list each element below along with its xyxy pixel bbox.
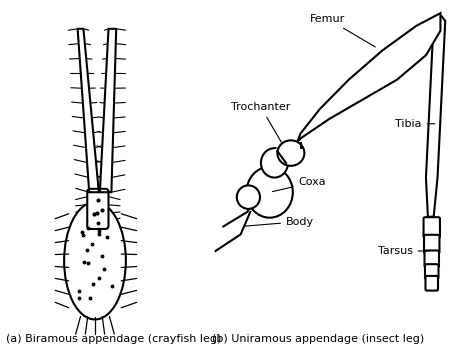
FancyBboxPatch shape [87, 189, 109, 229]
FancyBboxPatch shape [424, 235, 439, 253]
Text: (b) Uniramous appendage (insect leg): (b) Uniramous appendage (insect leg) [212, 334, 424, 344]
Polygon shape [78, 29, 99, 192]
FancyBboxPatch shape [425, 251, 439, 267]
Ellipse shape [261, 148, 288, 178]
Polygon shape [296, 13, 440, 146]
FancyBboxPatch shape [425, 264, 438, 279]
Ellipse shape [277, 141, 304, 166]
Ellipse shape [246, 167, 293, 218]
Polygon shape [100, 29, 116, 192]
Text: Femur: Femur [310, 14, 375, 47]
Text: Body: Body [244, 217, 314, 227]
FancyBboxPatch shape [426, 276, 438, 290]
FancyBboxPatch shape [424, 217, 440, 238]
Text: Tibia: Tibia [395, 119, 435, 129]
Text: (a) Biramous appendage (crayfish leg): (a) Biramous appendage (crayfish leg) [6, 334, 221, 344]
Text: Coxa: Coxa [273, 177, 326, 192]
Ellipse shape [237, 185, 260, 209]
Text: Tarsus: Tarsus [378, 246, 429, 256]
Ellipse shape [64, 202, 126, 320]
Text: Trochanter: Trochanter [231, 102, 291, 148]
Polygon shape [426, 16, 445, 217]
